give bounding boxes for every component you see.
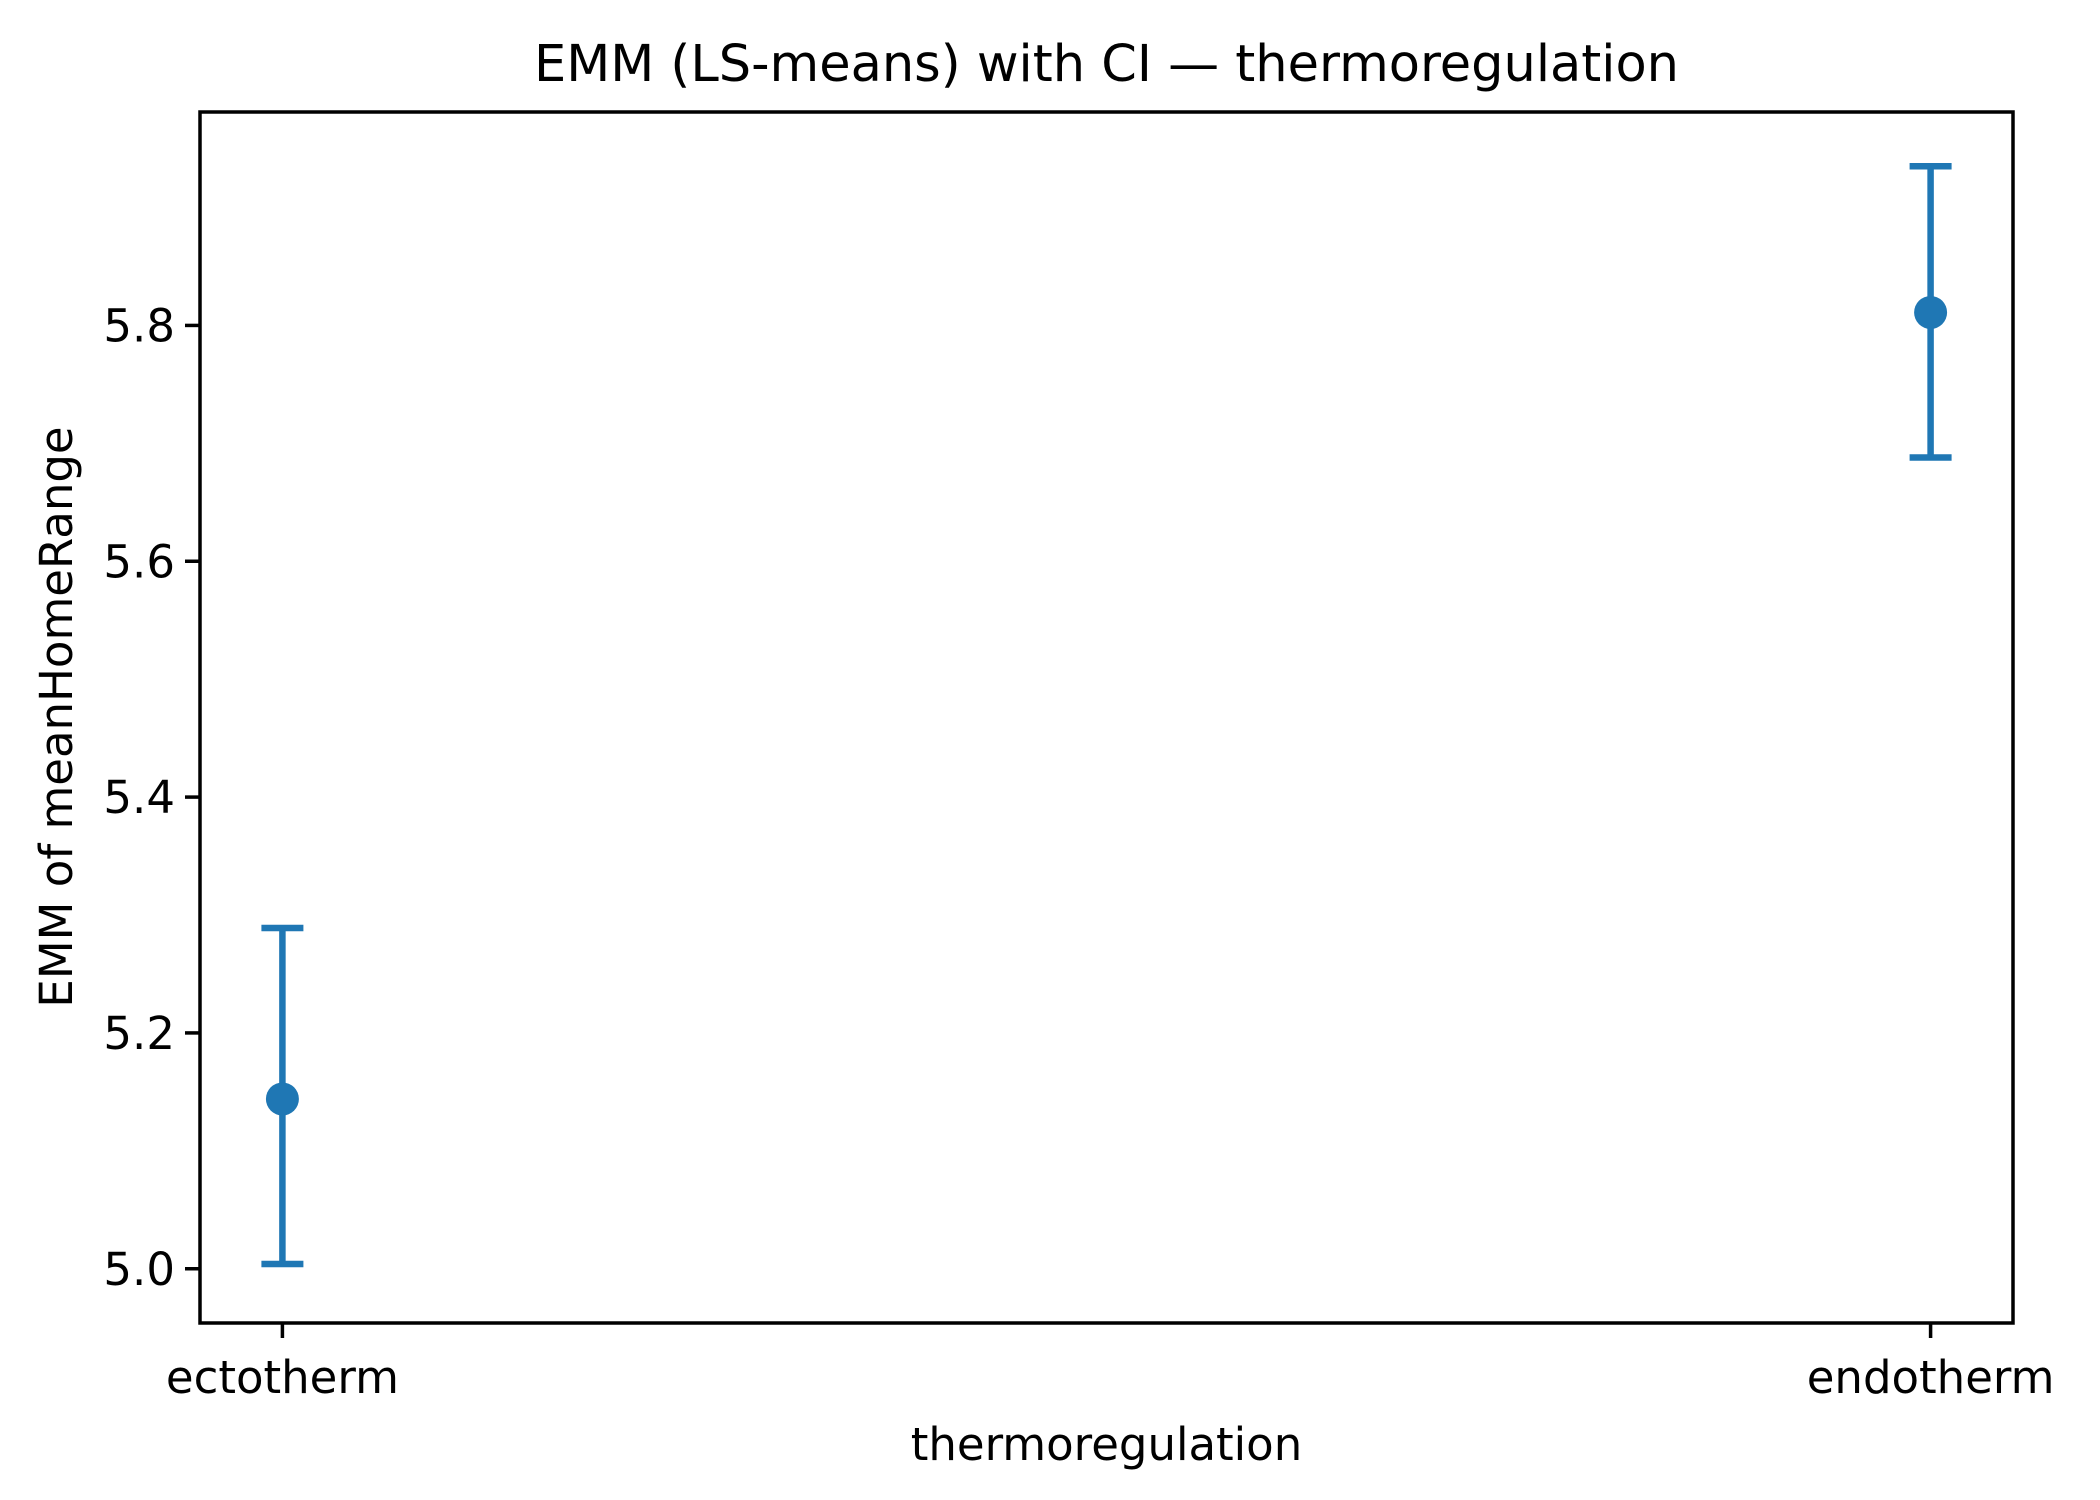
y-tick-label: 5.6 [103, 535, 175, 588]
axes-spines [198, 110, 2015, 1325]
y-axis-label: EMM of meanHomeRange [30, 426, 83, 1008]
mean-marker-ectotherm [265, 1082, 299, 1116]
y-tick-label: 5.8 [103, 299, 175, 352]
mean-marker-endotherm [1914, 295, 1948, 329]
x-axis-label: thermoregulation [910, 1418, 1303, 1471]
y-tick-label: 5.2 [103, 1007, 175, 1060]
x-tick-label-endotherm: endotherm [1807, 1351, 2055, 1404]
y-tick-label: 5.4 [103, 771, 175, 824]
y-tick-label: 5.0 [103, 1243, 175, 1296]
chart-title: EMM (LS-means) with CI — thermoregulatio… [533, 35, 1679, 94]
x-tick-label-ectotherm: ectotherm [166, 1351, 399, 1404]
